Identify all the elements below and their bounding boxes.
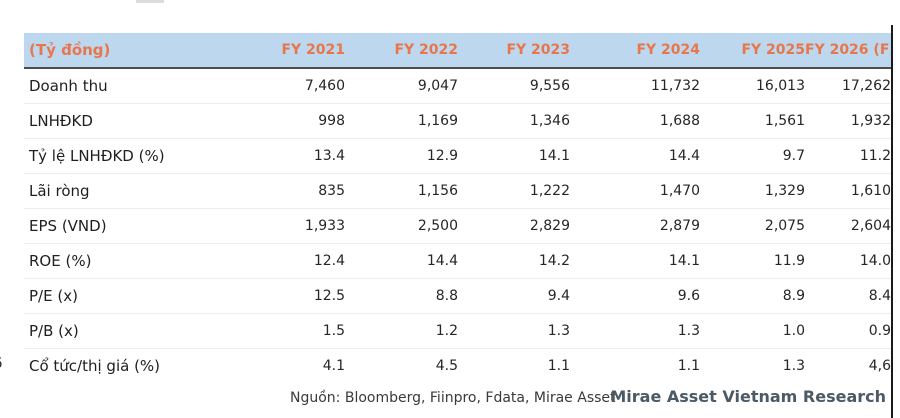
financial-summary-table: (Tỷ đồng) FY 2021 FY 2022 FY 2023 FY 202… [24,33,891,383]
table-row: P/E (x) 12.5 8.8 9.4 9.6 8.9 8.4 [24,278,891,313]
cell: 1.2 [435,322,458,339]
cell: 1,346 [529,112,570,129]
cell: 8.4 [868,287,891,304]
table-right-border [891,25,893,418]
cell: 12.9 [426,147,458,164]
cell: 4,6 [868,357,891,374]
cell: 2,604 [850,217,891,234]
cell: 14.0 [859,252,891,269]
table-row: Lãi ròng 835 1,156 1,222 1,470 1,329 1,6… [24,173,891,208]
cell: 1,561 [764,112,805,129]
row-label: LNHĐKD [29,111,93,130]
cell: 1.5 [322,322,345,339]
cell: 2,500 [417,217,458,234]
cell: 8.8 [435,287,458,304]
cell: 2,829 [529,217,570,234]
cell: 14.1 [538,147,570,164]
table-row: Tỷ lệ LNHĐKD (%) 13.4 12.9 14.1 14.4 9.7… [24,138,891,173]
table-row: P/B (x) 1.5 1.2 1.3 1.3 1.0 0.9 [24,313,891,348]
row-label: P/E (x) [29,286,78,305]
cell: 2,879 [659,217,700,234]
cell: 1,932 [850,112,891,129]
column-header-fy2025: FY 2025 [741,42,805,58]
cell: 1,688 [659,112,700,129]
cell: 9,047 [417,77,458,94]
cell: 1.3 [547,322,570,339]
cell: 9.6 [677,287,700,304]
column-header-fy2021: FY 2021 [281,42,345,58]
cell: 16,013 [756,77,805,94]
row-label: Lãi ròng [29,181,90,200]
row-label: P/B (x) [29,321,79,340]
cell: 1,933 [304,217,345,234]
cell: 14.4 [426,252,458,269]
cell: 11,732 [651,77,700,94]
cell: 998 [318,112,345,129]
cell: 14.1 [668,252,700,269]
top-edge-artifact [136,0,164,3]
left-edge-clipped-digit: 6 [0,354,3,372]
table-row: EPS (VND) 1,933 2,500 2,829 2,879 2,075 … [24,208,891,243]
table-header-row: (Tỷ đồng) FY 2021 FY 2022 FY 2023 FY 202… [24,33,891,68]
row-label: ROE (%) [29,251,92,270]
cell: 4.5 [435,357,458,374]
table-row: LNHĐKD 998 1,169 1,346 1,688 1,561 1,932 [24,103,891,138]
cell: 14.4 [668,147,700,164]
cell: 1,222 [529,182,570,199]
row-label: Cổ tức/thị giá (%) [29,356,161,375]
cell: 17,262 [842,77,891,94]
cell: 9,556 [529,77,570,94]
cell: 1,329 [764,182,805,199]
cell: 8.9 [782,287,805,304]
table-row: Doanh thu 7,460 9,047 9,556 11,732 16,01… [24,68,891,103]
unit-label: (Tỷ đồng) [29,41,111,59]
cell: 1,156 [417,182,458,199]
cell: 2,075 [764,217,805,234]
cell: 14.2 [538,252,570,269]
cell: 835 [318,182,345,199]
cell: 7,460 [304,77,345,94]
column-header-fy2022: FY 2022 [394,42,458,58]
cell: 1.1 [677,357,700,374]
cell: 4.1 [322,357,345,374]
cell: 1,470 [659,182,700,199]
cell: 9.4 [547,287,570,304]
column-header-fy2023: FY 2023 [506,42,570,58]
row-label: Doanh thu [29,76,108,95]
column-header-fy2026f: FY 2026 (F) [805,42,891,58]
cell: 1.3 [677,322,700,339]
cell: 12.5 [313,287,345,304]
cell: 1.1 [547,357,570,374]
source-note: Nguồn: Bloomberg, Fiinpro, Fdata, Mirae … [290,390,616,406]
row-label: EPS (VND) [29,216,107,235]
table-row: ROE (%) 12.4 14.4 14.2 14.1 11.9 14.0 [24,243,891,278]
research-branding: Mirae Asset Vietnam Research [610,387,886,406]
cell: 12.4 [313,252,345,269]
cell: 11.2 [859,147,891,164]
cell: 1,610 [850,182,891,199]
cell: 11.9 [773,252,805,269]
cell: 1.0 [782,322,805,339]
column-header-fy2024: FY 2024 [636,42,700,58]
table-row: Cổ tức/thị giá (%) 4.1 4.5 1.1 1.1 1.3 4… [24,348,891,383]
cell: 1.3 [782,357,805,374]
cell: 0.9 [868,322,891,339]
cell: 1,169 [417,112,458,129]
cell: 13.4 [313,147,345,164]
row-label: Tỷ lệ LNHĐKD (%) [29,146,165,165]
cell: 9.7 [782,147,805,164]
